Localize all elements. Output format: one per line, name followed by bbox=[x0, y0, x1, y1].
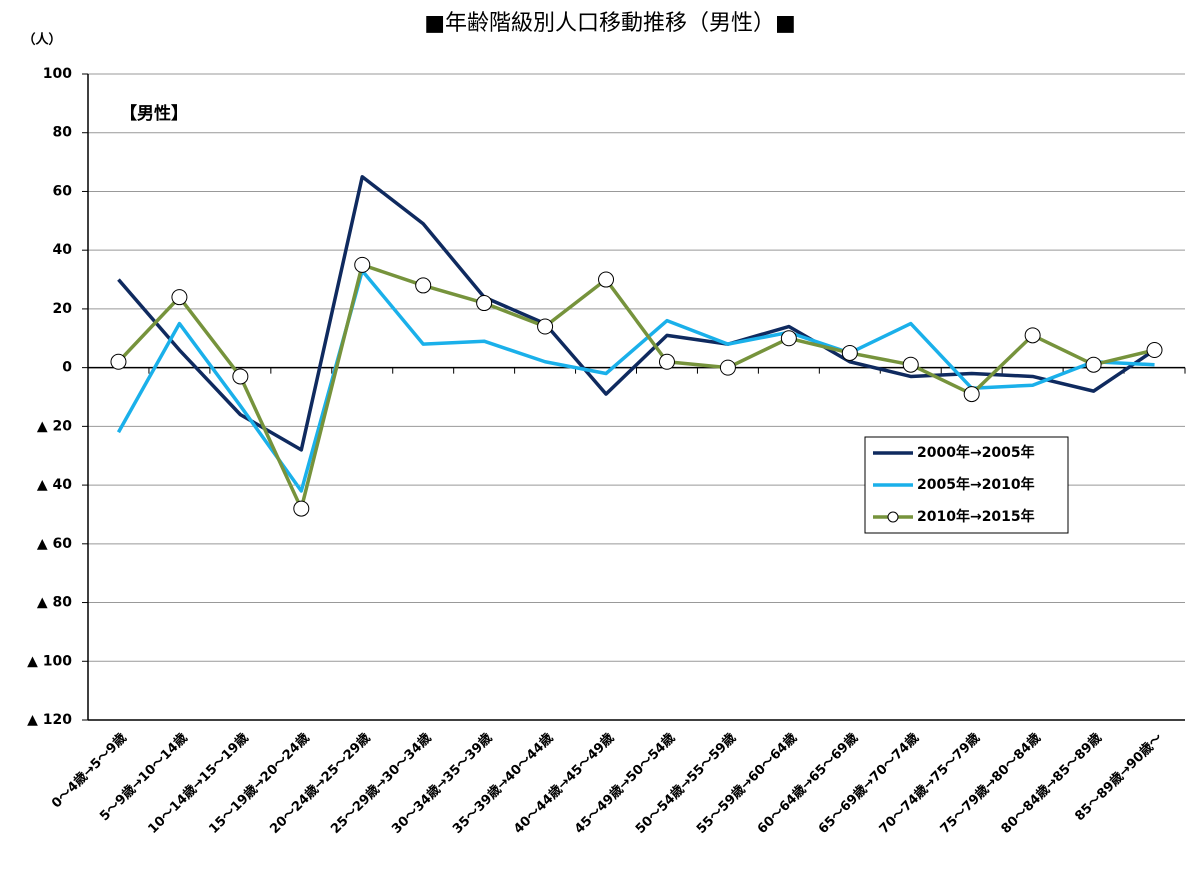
point-marker bbox=[1085, 356, 1102, 373]
series-line bbox=[117, 263, 1155, 511]
point-marker bbox=[293, 500, 310, 517]
y-tick-label: ▲ 120 bbox=[27, 712, 72, 728]
y-tick-label: 20 bbox=[53, 301, 73, 317]
point-marker bbox=[476, 295, 493, 312]
x-tick-label: 60～64歳→65～69歳 bbox=[754, 730, 861, 837]
x-tick-label: 65～69歳→70～74歳 bbox=[815, 730, 922, 837]
point-marker bbox=[902, 356, 919, 373]
point-marker bbox=[1146, 342, 1163, 359]
series-line bbox=[117, 175, 1156, 452]
x-tick-label: 20～24歳→25～29歳 bbox=[267, 730, 374, 837]
point-marker bbox=[537, 318, 554, 335]
point-marker bbox=[598, 271, 615, 288]
x-tick-label: 30～34歳→35～39歳 bbox=[388, 730, 495, 837]
y-tick-label: 0 bbox=[62, 360, 72, 376]
point-marker bbox=[354, 256, 371, 273]
legend-label: 2010年→2015年 bbox=[917, 508, 1035, 525]
y-tick-label: ▲ 60 bbox=[37, 536, 72, 552]
x-tick-label: 35～39歳→40～44歳 bbox=[449, 730, 556, 837]
legend-marker bbox=[887, 511, 899, 523]
x-tick-label: 75～79歳→80～84歳 bbox=[937, 730, 1044, 837]
x-tick-label: 70～74歳→75～79歳 bbox=[876, 730, 983, 837]
y-tick-label: ▲ 80 bbox=[37, 595, 72, 611]
y-tick-label: ▲ 20 bbox=[37, 418, 72, 434]
y-tick-label: 60 bbox=[53, 183, 73, 199]
point-marker bbox=[171, 289, 188, 306]
x-tick-label: 10～14歳→15～19歳 bbox=[145, 730, 252, 837]
y-tick-label: ▲ 40 bbox=[37, 477, 72, 493]
x-tick-label: 55～59歳→60～64歳 bbox=[693, 730, 800, 837]
y-unit: （人） bbox=[22, 32, 61, 48]
point-marker bbox=[963, 386, 980, 403]
point-marker bbox=[719, 359, 736, 376]
legend-label: 2005年→2010年 bbox=[917, 476, 1035, 493]
x-tick-label: 40～44歳→45～49歳 bbox=[510, 730, 617, 837]
y-tick-label: ▲ 100 bbox=[27, 653, 72, 669]
x-tick-label: 45～49歳→50～54歳 bbox=[571, 730, 678, 837]
point-marker bbox=[415, 277, 432, 294]
y-tick-label: 100 bbox=[43, 66, 72, 82]
x-tick-label: 25～29歳→30～34歳 bbox=[328, 730, 435, 837]
chart-title: ■年齢階級別人口移動推移（男性）■ bbox=[424, 11, 796, 36]
x-tick-label: 15～19歳→20～24歳 bbox=[206, 730, 313, 837]
y-tick-label: 80 bbox=[53, 125, 73, 141]
point-marker bbox=[232, 368, 249, 385]
series-line bbox=[116, 268, 1155, 493]
annotation: 【男性】 bbox=[120, 103, 188, 124]
point-marker bbox=[780, 330, 797, 347]
x-tick-label: 50～54歳→55～59歳 bbox=[632, 730, 739, 837]
point-marker bbox=[841, 344, 858, 361]
x-tick-label: 80～84歳→85～89歳 bbox=[998, 730, 1105, 837]
point-marker bbox=[658, 353, 675, 370]
legend-label: 2000年→2005年 bbox=[917, 444, 1035, 461]
point-marker bbox=[1024, 327, 1041, 344]
y-tick-label: 40 bbox=[53, 242, 73, 258]
point-marker bbox=[110, 353, 127, 370]
